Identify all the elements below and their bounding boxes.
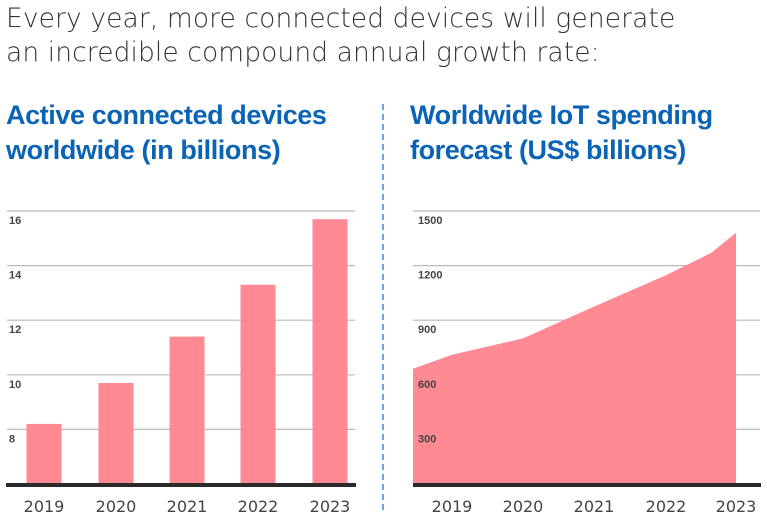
x-tick-label: 2020 [503,497,544,516]
x-tick-label: 2023 [716,497,757,516]
y-tick-label: 300 [418,433,436,445]
x-tick-label: 2019 [24,497,65,516]
y-tick-label: 12 [9,324,21,336]
intro-line-1: Every year, more connected devices will … [6,3,676,34]
devices-bar-chart: 8 10 12 14 16 2019 2020 2021 2022 2023 [6,210,356,516]
x-tick-label: 2019 [432,497,473,516]
intro-text: Every year, more connected devices will … [6,2,766,70]
y-tick-label: 14 [9,270,22,282]
x-tick-label: 2022 [646,497,687,516]
bar-2023 [312,219,348,484]
x-tick-label: 2022 [238,497,279,516]
intro-line-2: an incredible compound annual growth rat… [6,37,600,68]
devices-chart-title-line-2: worldwide (in billions) [6,135,281,165]
x-tick-label: 2023 [310,497,351,516]
spending-chart-title-line-2: forecast (US$ billions) [410,135,686,165]
bar-2020 [98,382,134,484]
x-tick-label: 2021 [574,497,615,516]
bar-2022 [240,284,276,484]
spending-chart-title: Worldwide IoT spending forecast (US$ bil… [410,98,713,168]
spending-chart-title-line-1: Worldwide IoT spending [410,100,713,130]
dashed-divider [382,104,384,510]
y-tick-label: 900 [418,324,436,336]
y-tick-label: 10 [9,379,21,391]
y-tick-label: 600 [418,379,436,391]
spending-area-chart: 300 600 900 1200 1500 2019 2020 2021 2022 2023 [413,210,761,516]
x-tick-label: 2020 [96,497,137,516]
bar-2019 [26,423,62,484]
devices-chart-title-line-1: Active connected devices [6,100,327,130]
devices-chart-title: Active connected devices worldwide (in b… [6,98,327,168]
x-axis-baseline [413,483,761,487]
x-tick-label: 2021 [167,497,208,516]
y-tick-label: 8 [9,433,15,445]
y-tick-label: 1500 [418,215,442,227]
bar-2021 [169,336,205,484]
y-tick-label: 16 [9,215,21,227]
y-tick-label: 1200 [418,270,442,282]
x-axis-baseline [6,483,356,487]
spending-area [413,232,736,484]
